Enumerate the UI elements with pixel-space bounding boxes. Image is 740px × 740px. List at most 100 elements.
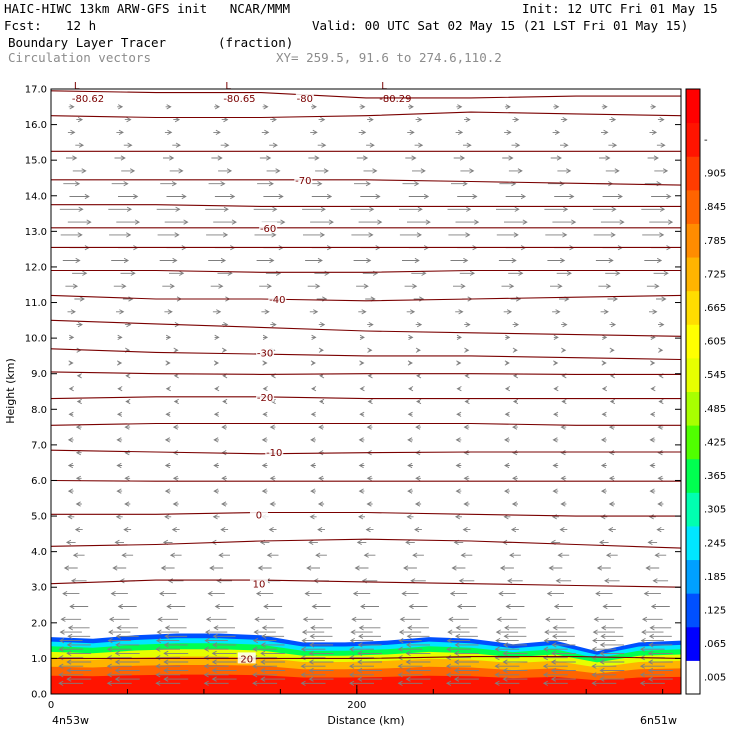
wind-vector xyxy=(308,676,334,682)
wind-vector xyxy=(269,424,276,430)
wind-vector xyxy=(111,181,129,187)
temperature-contour xyxy=(51,511,681,517)
contour-label: 20 xyxy=(240,654,253,665)
wind-vector xyxy=(167,578,184,584)
wind-vector xyxy=(554,193,575,200)
wind-vector xyxy=(354,565,369,571)
wind-vector xyxy=(650,104,657,110)
wind-vector xyxy=(602,603,622,610)
wind-vector xyxy=(68,411,74,417)
wind-vector xyxy=(407,488,413,494)
wind-vector xyxy=(599,642,624,648)
wind-vector xyxy=(356,539,367,545)
wind-vector xyxy=(546,591,564,597)
wind-vector xyxy=(220,527,229,533)
wind-vector xyxy=(560,142,569,148)
wind-vector xyxy=(162,283,175,289)
wind-vector xyxy=(561,322,568,328)
wind-vector xyxy=(608,475,615,481)
wind-vector xyxy=(261,309,270,315)
wind-vector xyxy=(257,565,272,571)
wind-vector xyxy=(67,514,75,520)
wind-vector xyxy=(207,591,225,597)
wind-vector xyxy=(59,629,82,635)
wind-vector xyxy=(656,296,667,302)
wind-vector xyxy=(560,475,567,481)
wind-vector xyxy=(508,168,523,174)
wind-vector xyxy=(543,638,568,644)
wind-vector xyxy=(66,650,92,656)
wind-vector xyxy=(641,629,664,635)
wind-vector xyxy=(302,616,324,622)
wind-vector xyxy=(259,155,272,161)
wind-vector xyxy=(503,633,527,639)
wind-vector xyxy=(494,646,520,652)
wind-vector xyxy=(211,667,237,674)
wind-vector xyxy=(414,142,424,148)
wind-vector xyxy=(124,117,132,123)
colorbar-label: .125 xyxy=(704,605,726,616)
wind-vector xyxy=(349,680,374,686)
y-axis-label: Height (km) xyxy=(4,358,17,424)
wind-vector xyxy=(354,181,371,187)
wind-vector xyxy=(402,181,420,187)
wind-vector xyxy=(602,193,623,200)
wind-vector xyxy=(502,676,528,682)
wind-vector xyxy=(454,514,462,520)
wind-vector xyxy=(114,659,140,665)
wind-vector xyxy=(307,283,321,289)
wind-vector xyxy=(463,450,470,456)
wind-vector xyxy=(120,270,136,276)
wind-vector xyxy=(310,129,318,135)
wind-vector xyxy=(464,398,470,405)
wind-vector xyxy=(66,155,78,161)
wind-vector xyxy=(123,142,133,148)
wind-vector xyxy=(164,514,172,520)
circulation-vectors xyxy=(58,104,674,686)
wind-vector xyxy=(647,659,673,665)
y-tick-label: 16.0 xyxy=(25,120,47,131)
wind-vector xyxy=(654,552,667,558)
wind-vector xyxy=(447,206,472,212)
y-tick-label: 10.0 xyxy=(25,334,47,345)
contour-label-bg xyxy=(259,221,278,233)
wind-vector xyxy=(367,373,373,379)
wind-vector xyxy=(496,206,520,212)
wind-vector xyxy=(76,322,83,328)
wind-vector xyxy=(463,475,470,481)
wind-vector xyxy=(60,232,83,238)
wind-vector xyxy=(651,193,672,200)
wind-vector xyxy=(407,219,431,225)
wind-vector xyxy=(455,219,480,225)
wind-vector xyxy=(650,360,656,366)
wind-vector xyxy=(456,603,476,610)
wind-vector xyxy=(164,488,171,494)
y-tick-label: 12.0 xyxy=(25,262,47,273)
wind-vector xyxy=(213,360,220,366)
wind-vector xyxy=(553,411,559,417)
wind-vector xyxy=(548,565,563,571)
temperature-contour xyxy=(51,656,681,659)
colorbar: .005 .065 .125 .185 .245 .305 .365 .425 .485 .545… xyxy=(685,88,726,695)
wind-vector xyxy=(608,501,615,507)
wind-vector xyxy=(315,168,329,174)
colorbar-label: .005 xyxy=(704,673,726,684)
wind-vector xyxy=(351,616,372,622)
wind-vector xyxy=(205,616,227,622)
wind-vector xyxy=(649,129,658,135)
y-tick-label: 1.0 xyxy=(31,654,47,665)
contour-label-bg xyxy=(295,91,314,103)
wind-vector xyxy=(366,424,373,430)
wind-vector xyxy=(600,488,607,494)
wind-vector xyxy=(604,578,620,584)
wind-vector xyxy=(353,257,372,264)
wind-vector xyxy=(160,565,175,571)
colorbar-swatch xyxy=(686,593,700,628)
wind-vector xyxy=(403,565,417,571)
wind-vector xyxy=(502,642,527,648)
wind-vector xyxy=(214,386,220,392)
wind-vector xyxy=(358,488,365,494)
wind-vector xyxy=(310,488,316,494)
wind-vector xyxy=(169,270,185,276)
wind-vector xyxy=(155,672,181,678)
